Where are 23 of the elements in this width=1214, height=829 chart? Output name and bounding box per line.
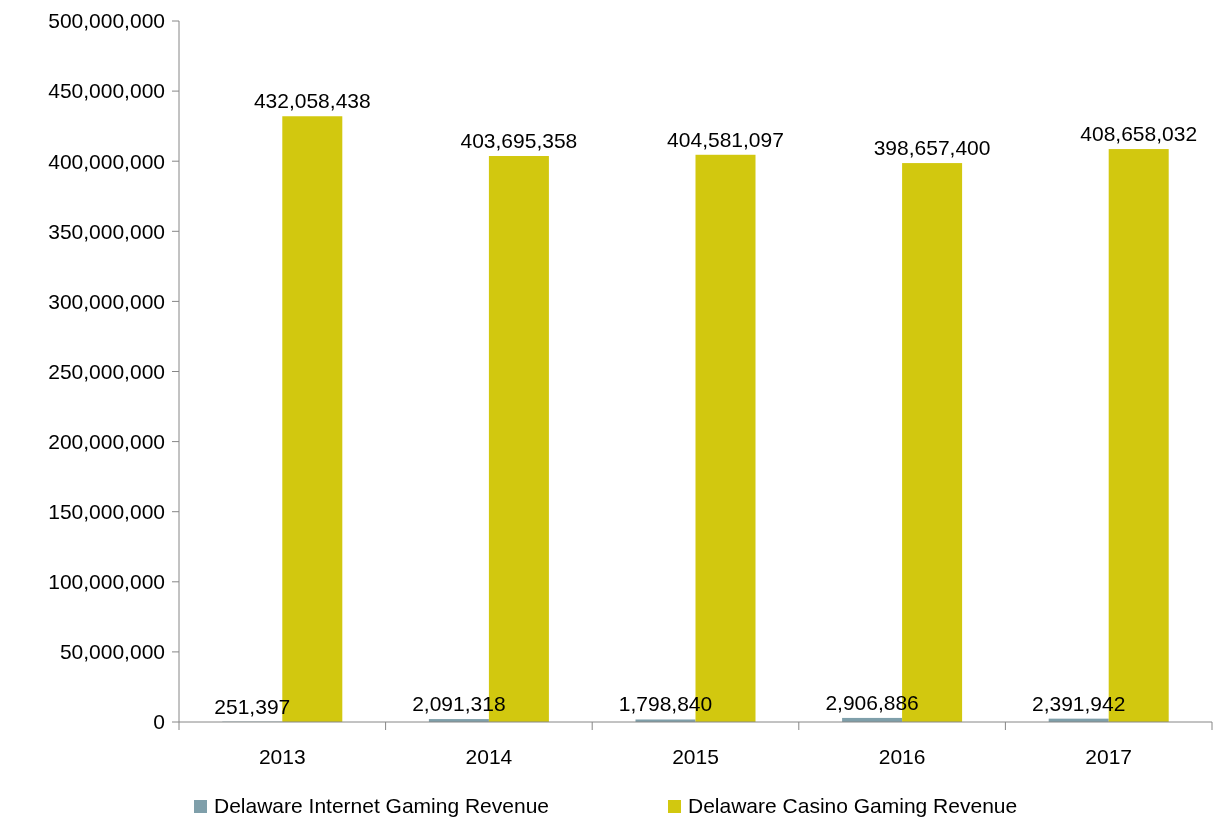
y-tick-label: 350,000,000 <box>48 219 165 243</box>
y-tick-label: 400,000,000 <box>48 149 165 173</box>
y-tick-label: 250,000,000 <box>48 359 165 383</box>
x-tick-label: 2014 <box>465 745 513 768</box>
y-tick-label: 200,000,000 <box>48 429 165 453</box>
data-label: 432,058,438 <box>253 89 371 113</box>
y-tick-label: 150,000,000 <box>48 500 165 524</box>
data-label: 403,695,358 <box>460 129 578 153</box>
y-tick-label: 450,000,000 <box>48 79 165 103</box>
y-tick-label: 0 <box>153 710 165 734</box>
legend-label: Delaware Casino Gaming Revenue <box>688 794 1018 817</box>
x-tick-label: 2017 <box>1085 745 1133 768</box>
y-tick-label: 100,000,000 <box>48 570 165 594</box>
data-label: 408,658,032 <box>1080 122 1198 146</box>
x-tick-label: 2013 <box>258 745 306 768</box>
y-tick-label: 500,000,000 <box>48 9 165 33</box>
x-tick-label: 2015 <box>672 745 719 768</box>
legend-label: Delaware Internet Gaming Revenue <box>214 794 550 817</box>
data-label: 404,581,097 <box>667 127 784 151</box>
x-tick-label: 2016 <box>878 745 926 768</box>
y-tick-label: 300,000,000 <box>48 289 165 313</box>
y-tick-label: 50,000,000 <box>59 640 165 664</box>
data-label: 398,657,400 <box>873 136 991 160</box>
